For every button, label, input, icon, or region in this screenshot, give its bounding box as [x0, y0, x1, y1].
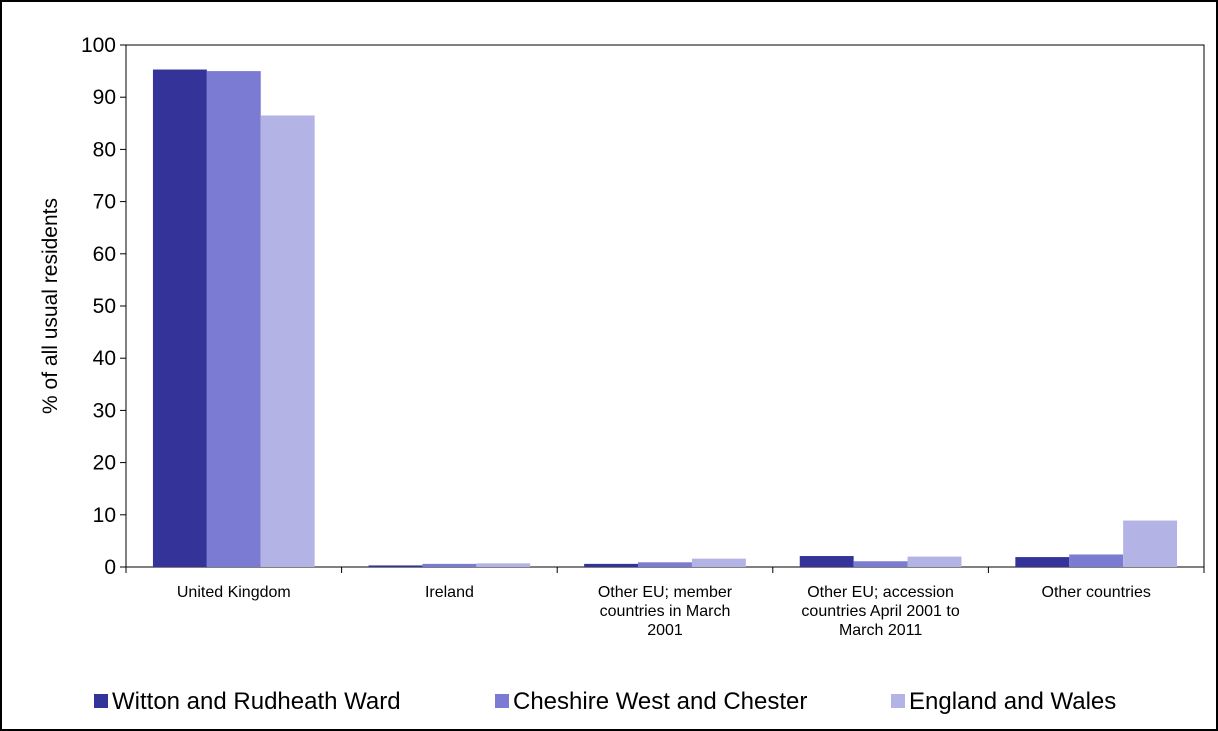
x-category-label: Other EU; member countries in March 2001: [598, 584, 733, 639]
bar: [584, 563, 639, 567]
bar: [1123, 520, 1178, 567]
y-tick-label: 60: [93, 243, 116, 266]
x-category-label: United Kingdom: [177, 584, 291, 601]
y-axis: 0 10 20 30 40 50 60 70 80 90 100: [81, 34, 126, 579]
x-category-label: Other countries: [1042, 584, 1151, 601]
legend-swatch: [94, 694, 108, 708]
x-category-label-line: Other countries: [1042, 584, 1151, 601]
bar: [691, 558, 746, 567]
bar: [206, 71, 261, 567]
y-axis-title: % of all usual residents: [39, 198, 62, 414]
bars-group: [152, 69, 1178, 567]
legend-label: Witton and Rudheath Ward: [112, 688, 401, 715]
y-tick-label: 50: [93, 295, 116, 318]
bar: [853, 561, 908, 567]
x-category-label-line: 2001: [647, 622, 683, 639]
x-category-label-line: Other EU; member: [598, 584, 733, 601]
legend-label: Cheshire West and Chester: [513, 688, 807, 715]
y-tick-label: 20: [93, 452, 116, 475]
x-category-label-line: United Kingdom: [177, 584, 291, 601]
x-category-label-line: Ireland: [425, 584, 474, 601]
y-tick-label: 80: [93, 138, 116, 161]
bar: [1069, 554, 1124, 567]
legend: Witton and Rudheath Ward Cheshire West an…: [94, 688, 1116, 715]
y-tick-label: 30: [93, 399, 116, 422]
y-tick-label: 90: [93, 86, 116, 109]
bar: [368, 565, 423, 567]
bar: [152, 69, 207, 567]
x-category-label-line: March 2011: [839, 622, 922, 639]
x-category-label-line: Other EU; accession: [807, 584, 954, 601]
y-tick-label: 40: [93, 347, 116, 370]
y-tick-label: 100: [81, 34, 116, 57]
x-category-label: Other EU; accession countries April 2001 …: [801, 584, 959, 639]
legend-swatch: [891, 694, 905, 708]
bar: [638, 562, 692, 567]
bar: [422, 563, 477, 567]
legend-swatch: [495, 694, 509, 708]
bar: [476, 563, 531, 567]
bar: [799, 556, 854, 567]
y-tick-label: 10: [93, 504, 116, 527]
bar: [260, 115, 315, 567]
y-tick-label: 0: [104, 556, 116, 579]
x-axis: United Kingdom Ireland Other EU; member cou…: [125, 567, 1205, 639]
x-category-label-line: countries April 2001 to: [801, 603, 959, 620]
bar: [1015, 557, 1070, 567]
x-category-label-line: countries in March: [600, 603, 731, 620]
legend-label: England and Wales: [909, 688, 1116, 715]
bar: [907, 556, 962, 567]
x-category-label: Ireland: [425, 584, 474, 601]
y-tick-label: 70: [93, 191, 116, 214]
